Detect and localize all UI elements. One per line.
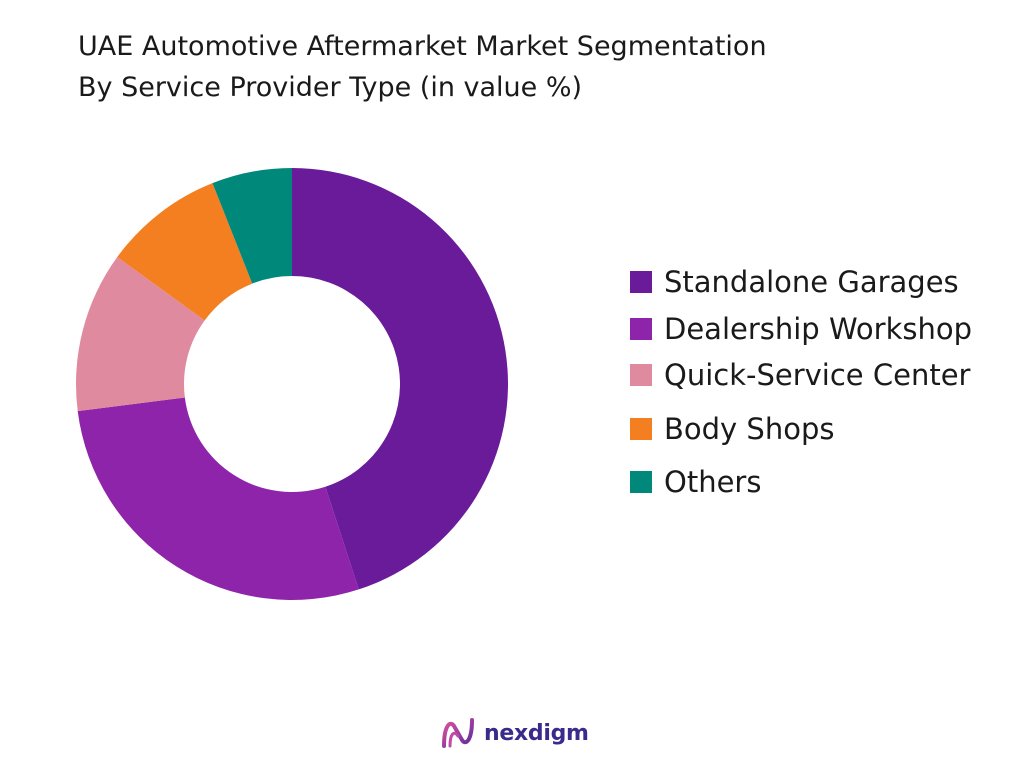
nexdigm-logo-icon bbox=[442, 718, 474, 748]
donut-slice-standalone-garages bbox=[292, 168, 509, 590]
legend-item-dealership-workshop: Dealership Workshop bbox=[630, 309, 972, 349]
legend-label-quick-service-center: Quick-Service Center bbox=[664, 358, 971, 392]
donut-slice-others bbox=[212, 168, 292, 284]
legend-swatch-body-shops bbox=[630, 418, 652, 440]
legend-label-body-shops: Body Shops bbox=[664, 412, 835, 446]
donut-slice-quick-service-center bbox=[76, 257, 205, 412]
chart-title-line-1: UAE Automotive Aftermarket Market Segmen… bbox=[78, 31, 767, 62]
brand-name: nexdigm bbox=[484, 720, 589, 746]
legend-item-others: Others bbox=[630, 462, 761, 502]
brand-logo: nexdigm bbox=[440, 716, 589, 750]
legend-label-others: Others bbox=[664, 465, 762, 499]
donut-chart bbox=[76, 168, 509, 601]
chart-title: UAE Automotive Aftermarket Market Segmen… bbox=[78, 26, 978, 108]
chart-title-line-2: By Service Provider Type (in value %) bbox=[78, 72, 583, 103]
legend-label-standalone-garages: Standalone Garages bbox=[664, 265, 959, 299]
legend-swatch-standalone-garages bbox=[630, 271, 652, 293]
legend-item-body-shops: Body Shops bbox=[630, 409, 834, 449]
legend-item-standalone-garages: Standalone Garages bbox=[630, 262, 959, 302]
donut-slice-dealership-workshop bbox=[77, 397, 359, 601]
legend-swatch-others bbox=[630, 471, 652, 493]
donut-slice-body-shops bbox=[117, 183, 253, 321]
legend-item-quick-service-center: Quick-Service Center bbox=[630, 355, 970, 395]
legend-swatch-quick-service-center bbox=[630, 364, 652, 386]
legend-swatch-dealership-workshop bbox=[630, 318, 652, 340]
legend-label-dealership-workshop: Dealership Workshop bbox=[664, 312, 973, 346]
